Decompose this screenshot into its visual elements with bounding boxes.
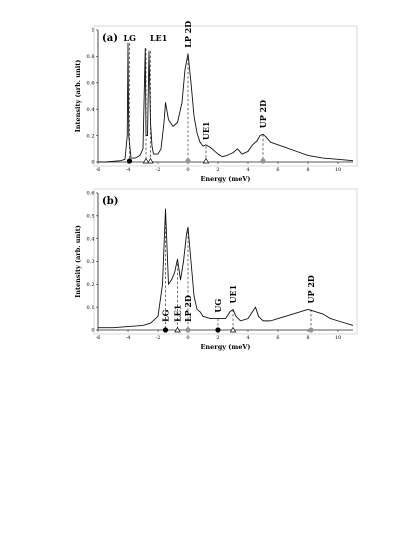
y-tick-label: 0.4 <box>87 236 95 242</box>
peak-marker-filled-circle <box>215 327 221 333</box>
peak-label: LG <box>124 33 137 43</box>
x-tick-label: 4 <box>246 167 249 173</box>
peak-label: UG <box>213 299 223 313</box>
peak-label: UE1 <box>201 122 211 141</box>
x-tick-label: 8 <box>306 335 309 341</box>
peak-marker-gray-dot <box>185 327 191 333</box>
x-tick-label: 2 <box>216 335 219 341</box>
peak-label: LG <box>161 309 171 322</box>
spectrum-line <box>98 208 354 329</box>
y-tick-label: 0.3 <box>87 259 95 265</box>
peak-marker-open-triangle <box>174 326 181 333</box>
y-axis-title: Intensity (arb. unit) <box>74 225 82 298</box>
x-tick-label: 0 <box>186 335 189 341</box>
x-tick-label: 4 <box>246 335 249 341</box>
peak-label: UE1 <box>228 285 238 304</box>
chart-panel-b: 0 0.1 0.2 0.3 0.4 0.5 0.6 -6 -4 -2 0 2 4 6 8 10 Energy (… <box>74 188 358 351</box>
y-tick-label: 0.5 <box>87 214 95 220</box>
peak-marker-filled-circle <box>126 158 133 164</box>
x-tick-label: 10 <box>335 167 341 173</box>
x-tick-label: -4 <box>126 167 131 173</box>
y-tick-label: 0.4 <box>87 107 95 113</box>
x-tick-label: 6 <box>276 335 279 341</box>
peak-marker-gray-dot <box>308 327 314 333</box>
x-tick-label: 10 <box>335 335 341 341</box>
peak-label: LP 2D <box>183 21 193 48</box>
y-tick-label: 0.8 <box>87 54 95 60</box>
peak-label: UP 2D <box>258 100 268 128</box>
x-axis-title: Energy (meV) <box>200 175 250 183</box>
y-tick-label: 0.6 <box>87 81 95 87</box>
peak-marker-open-triangle <box>202 157 210 164</box>
x-tick-label: 2 <box>216 167 219 173</box>
peak-label: LP 2D <box>183 295 193 322</box>
y-tick-label: 0.6 <box>87 191 95 197</box>
y-tick-label: 0.1 <box>87 305 95 311</box>
x-tick-label: -6 <box>96 167 101 173</box>
panel-label: (b) <box>102 196 118 207</box>
peak-marker-filled-circle <box>162 327 169 333</box>
peak-marker-gray-dot <box>260 158 266 164</box>
x-tick-label: -4 <box>126 335 131 341</box>
peak-label: LE1 <box>150 33 167 43</box>
panel-border <box>93 188 358 335</box>
y-tick-label: 0.2 <box>87 282 95 288</box>
x-axis-title: Energy (meV) <box>200 343 250 351</box>
chart-panel-a: 0 0.2 0.4 0.6 0.8 1 -6 -4 -2 0 2 4 6 8 10 Energy (meV) I… <box>74 21 358 183</box>
y-tick-label: 1 <box>91 28 94 34</box>
panel-label: (a) <box>102 33 118 44</box>
spectrum-line <box>98 42 354 163</box>
x-tick-label: 8 <box>306 167 309 173</box>
y-tick-label: 0 <box>91 160 94 166</box>
peak-marker-open-triangle <box>229 326 237 333</box>
y-axis-title: Intensity (arb. unit) <box>74 60 82 133</box>
panel-border <box>93 25 358 167</box>
peak-label: UP 2D <box>306 275 316 303</box>
y-tick-label: 0.2 <box>87 133 95 139</box>
peak-marker-open-triangle <box>142 157 150 164</box>
peak-label: LE1 <box>173 305 183 322</box>
x-tick-label: 0 <box>186 167 189 173</box>
peak-marker-gray-dot <box>185 158 191 164</box>
peak-marker-open-triangle <box>147 157 154 164</box>
y-tick-label: 0 <box>91 328 94 334</box>
x-tick-label: -2 <box>156 167 161 173</box>
x-tick-label: -6 <box>96 335 101 341</box>
x-tick-label: -2 <box>156 335 161 341</box>
x-tick-label: 6 <box>276 167 279 173</box>
